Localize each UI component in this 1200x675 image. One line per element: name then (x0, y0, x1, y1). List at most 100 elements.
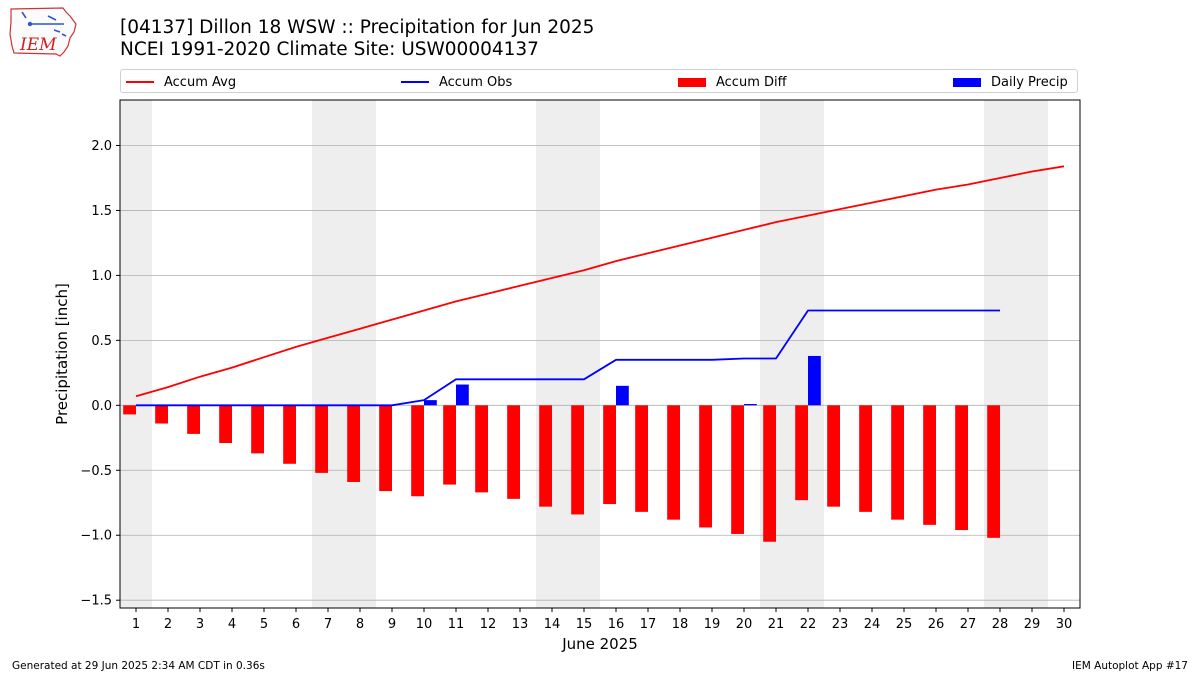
footer-app-text: IEM Autoplot App #17 (1072, 660, 1188, 672)
accum-diff-bar (891, 405, 904, 520)
accum-diff-bar (379, 405, 392, 492)
weekend-band (760, 100, 824, 608)
legend-item-accum-obs: Accum Obs (401, 70, 512, 94)
precipitation-chart: −1.5−1.0−0.50.00.51.01.52.01 2 3 4 5 6 7 8 9 10 11… (53, 99, 1081, 653)
x-tick-label: 24 (864, 617, 881, 632)
x-tick-label: 25 (896, 617, 913, 632)
x-tick-label: 15 (576, 617, 593, 632)
accum-diff-bar (475, 405, 488, 493)
gridlines (120, 145, 1080, 601)
x-tick-label: 5 (260, 617, 268, 632)
weather-symbols-icon (21, 11, 67, 37)
accum-diff-bar (283, 405, 296, 464)
accum-diff-bar (315, 405, 328, 473)
x-tick-label: 30 (1056, 617, 1073, 632)
accum-diff-bar (411, 405, 424, 497)
x-tick-label: 18 (672, 617, 689, 632)
x-tick-label: 29 (1024, 617, 1041, 632)
accum-diff-bar (763, 405, 776, 542)
x-tick-label: 19 (704, 617, 721, 632)
x-tick-label: 8 (356, 617, 364, 632)
x-tick-label: 7 (324, 617, 332, 632)
weekend-band (312, 100, 376, 608)
x-tick-label: 11 (448, 617, 465, 632)
x-tick-label: 23 (832, 617, 849, 632)
plot-frame (119, 99, 1081, 609)
x-tick-label: 3 (196, 617, 204, 632)
accum-diff-bar (507, 405, 520, 499)
daily-precip-bar (456, 384, 469, 406)
legend-swatch-accum-avg (126, 81, 154, 83)
x-tick-label: 9 (388, 617, 396, 632)
legend-label-accum-obs: Accum Obs (439, 74, 513, 90)
x-tick-label: 27 (960, 617, 977, 632)
x-tick-label: 2 (164, 617, 172, 632)
iem-logo: IEM (9, 7, 77, 57)
x-tick-label: 13 (512, 617, 529, 632)
accum-diff-bar (155, 405, 168, 424)
footer-generated-text: Generated at 29 Jun 2025 2:34 AM CDT in … (12, 660, 265, 672)
legend-swatch-accum-obs (401, 81, 429, 83)
y-axis-label: Precipitation [inch] (53, 283, 71, 425)
y-tick-label: −1.5 (80, 594, 112, 609)
accum-diff-bar (443, 405, 456, 485)
accum-diff-bar (635, 405, 648, 512)
x-tick-label: 1 (132, 617, 140, 632)
accum-diff-bar (571, 405, 584, 515)
legend-swatch-accum-diff (678, 77, 706, 87)
chart-title: [04137] Dillon 18 WSW :: Precipitation f… (120, 17, 595, 38)
weekend-bands (120, 100, 1048, 608)
accum-diff-bar (539, 405, 552, 507)
daily-precip-bar (808, 355, 821, 406)
state-outline-shape (9, 7, 77, 57)
legend-label-accum-avg: Accum Avg (164, 74, 237, 90)
dot-icon (27, 21, 33, 27)
weekend-band (120, 100, 152, 608)
weekend-band (984, 100, 1048, 608)
x-tick-label: 28 (992, 617, 1009, 632)
x-tick-label: 22 (800, 617, 817, 632)
x-axis-label: June 2025 (561, 635, 638, 653)
accum-diff-bar (667, 405, 680, 520)
y-tick-label: 2.0 (91, 139, 112, 154)
bars-layer (123, 355, 1000, 542)
y-tick-label: −0.5 (80, 464, 112, 479)
x-tick-label: 17 (640, 617, 657, 632)
legend-label-accum-diff: Accum Diff (716, 74, 787, 90)
y-tick-label: 1.5 (91, 204, 112, 219)
accum-diff-bar (603, 405, 616, 505)
x-tick-label: 4 (228, 617, 236, 632)
accum-diff-bar (987, 405, 1000, 538)
accum-diff-bar (827, 405, 840, 507)
accum-diff-bar (699, 405, 712, 528)
accum-diff-bar (923, 405, 936, 525)
accum-diff-bar (795, 405, 808, 501)
x-tick-label: 20 (736, 617, 753, 632)
axes-ticks: −1.5−1.0−0.50.00.51.01.52.01 2 3 4 5 6 7 8 9 10 11… (80, 139, 1072, 632)
accum-diff-bar (859, 405, 872, 512)
lines-layer (135, 165, 1065, 407)
x-tick-label: 16 (608, 617, 625, 632)
accum-diff-bar (219, 405, 232, 443)
legend-item-accum-diff: Accum Diff (678, 70, 787, 94)
legend-label-daily-precip: Daily Precip (991, 74, 1068, 90)
weekend-band (536, 100, 600, 608)
x-tick-label: 12 (480, 617, 497, 632)
legend-swatch-daily-precip (953, 77, 981, 87)
daily-precip-bar (744, 404, 757, 406)
accum-diff-bar (955, 405, 968, 531)
y-tick-label: 0.5 (91, 334, 112, 349)
x-tick-label: 21 (768, 617, 785, 632)
chart-subtitle: NCEI 1991-2020 Climate Site: USW00004137 (120, 39, 539, 60)
y-tick-label: −1.0 (80, 529, 112, 544)
y-tick-label: 0.0 (91, 399, 112, 414)
y-tick-label: 1.0 (91, 269, 112, 284)
daily-precip-bar (424, 400, 437, 406)
legend-item-daily-precip: Daily Precip (953, 70, 1068, 94)
accum-diff-bar (187, 405, 200, 434)
accum-obs-line (136, 309, 1000, 407)
x-tick-label: 6 (292, 617, 300, 632)
daily-precip-bar (616, 385, 629, 406)
x-tick-label: 10 (416, 617, 433, 632)
accum-diff-bar (347, 405, 360, 482)
